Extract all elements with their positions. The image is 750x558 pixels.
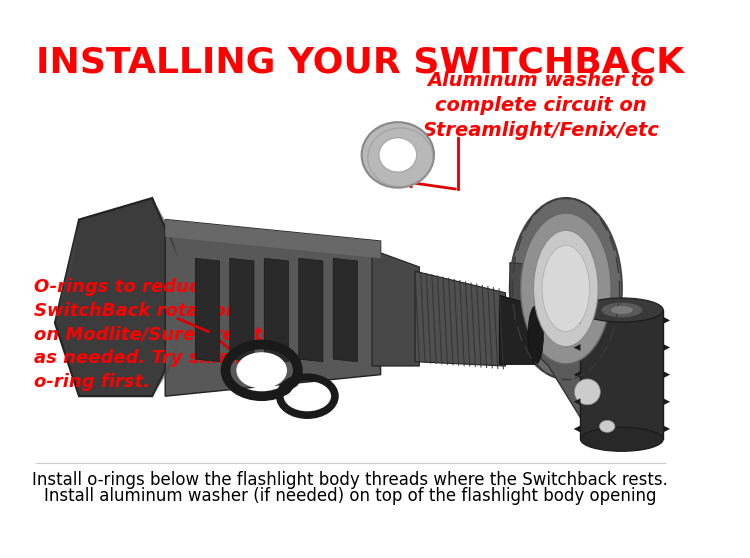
- Ellipse shape: [362, 122, 434, 187]
- Polygon shape: [298, 258, 322, 362]
- Text: INSTALLING YOUR SWITCHBACK: INSTALLING YOUR SWITCHBACK: [36, 46, 684, 79]
- Polygon shape: [152, 344, 178, 396]
- Ellipse shape: [610, 306, 633, 314]
- Ellipse shape: [599, 420, 615, 432]
- Polygon shape: [264, 258, 289, 362]
- Text: Install aluminum washer (if needed) on top of the flashlight body opening: Install aluminum washer (if needed) on t…: [44, 487, 657, 504]
- Text: Aluminum washer to
complete circuit on
Streamlight/Fenix/etc: Aluminum washer to complete circuit on S…: [422, 71, 659, 141]
- Polygon shape: [165, 219, 380, 258]
- Polygon shape: [514, 306, 631, 444]
- Polygon shape: [574, 344, 580, 351]
- Ellipse shape: [379, 138, 417, 172]
- Ellipse shape: [602, 302, 643, 318]
- Polygon shape: [333, 258, 357, 362]
- Text: O-rings to reduce
SwitchBack rotation
on Modlite/SureFire/etc
as needed. Try sma: O-rings to reduce SwitchBack rotation on…: [34, 278, 273, 391]
- Polygon shape: [152, 198, 178, 258]
- Polygon shape: [165, 219, 380, 396]
- Ellipse shape: [542, 246, 590, 331]
- Ellipse shape: [510, 198, 622, 379]
- Polygon shape: [415, 271, 506, 366]
- Polygon shape: [574, 371, 580, 378]
- Polygon shape: [574, 398, 580, 405]
- Polygon shape: [230, 258, 254, 362]
- Polygon shape: [663, 344, 670, 351]
- Ellipse shape: [574, 379, 600, 405]
- Polygon shape: [663, 398, 670, 405]
- Polygon shape: [580, 310, 663, 439]
- Polygon shape: [574, 426, 580, 432]
- Text: Install o-rings below the flashlight body threads where the Switchback rests.: Install o-rings below the flashlight bod…: [32, 471, 668, 489]
- Polygon shape: [663, 317, 670, 324]
- Ellipse shape: [533, 230, 598, 347]
- Ellipse shape: [528, 306, 544, 364]
- Polygon shape: [55, 219, 79, 323]
- Polygon shape: [195, 258, 220, 362]
- Ellipse shape: [236, 352, 287, 388]
- Polygon shape: [663, 371, 670, 378]
- Ellipse shape: [580, 298, 663, 322]
- Ellipse shape: [520, 213, 611, 364]
- Polygon shape: [510, 263, 557, 358]
- Ellipse shape: [290, 384, 326, 408]
- Polygon shape: [574, 317, 580, 324]
- Ellipse shape: [580, 427, 663, 451]
- Polygon shape: [372, 249, 419, 366]
- Polygon shape: [500, 295, 536, 364]
- Polygon shape: [663, 426, 670, 432]
- Polygon shape: [55, 198, 178, 396]
